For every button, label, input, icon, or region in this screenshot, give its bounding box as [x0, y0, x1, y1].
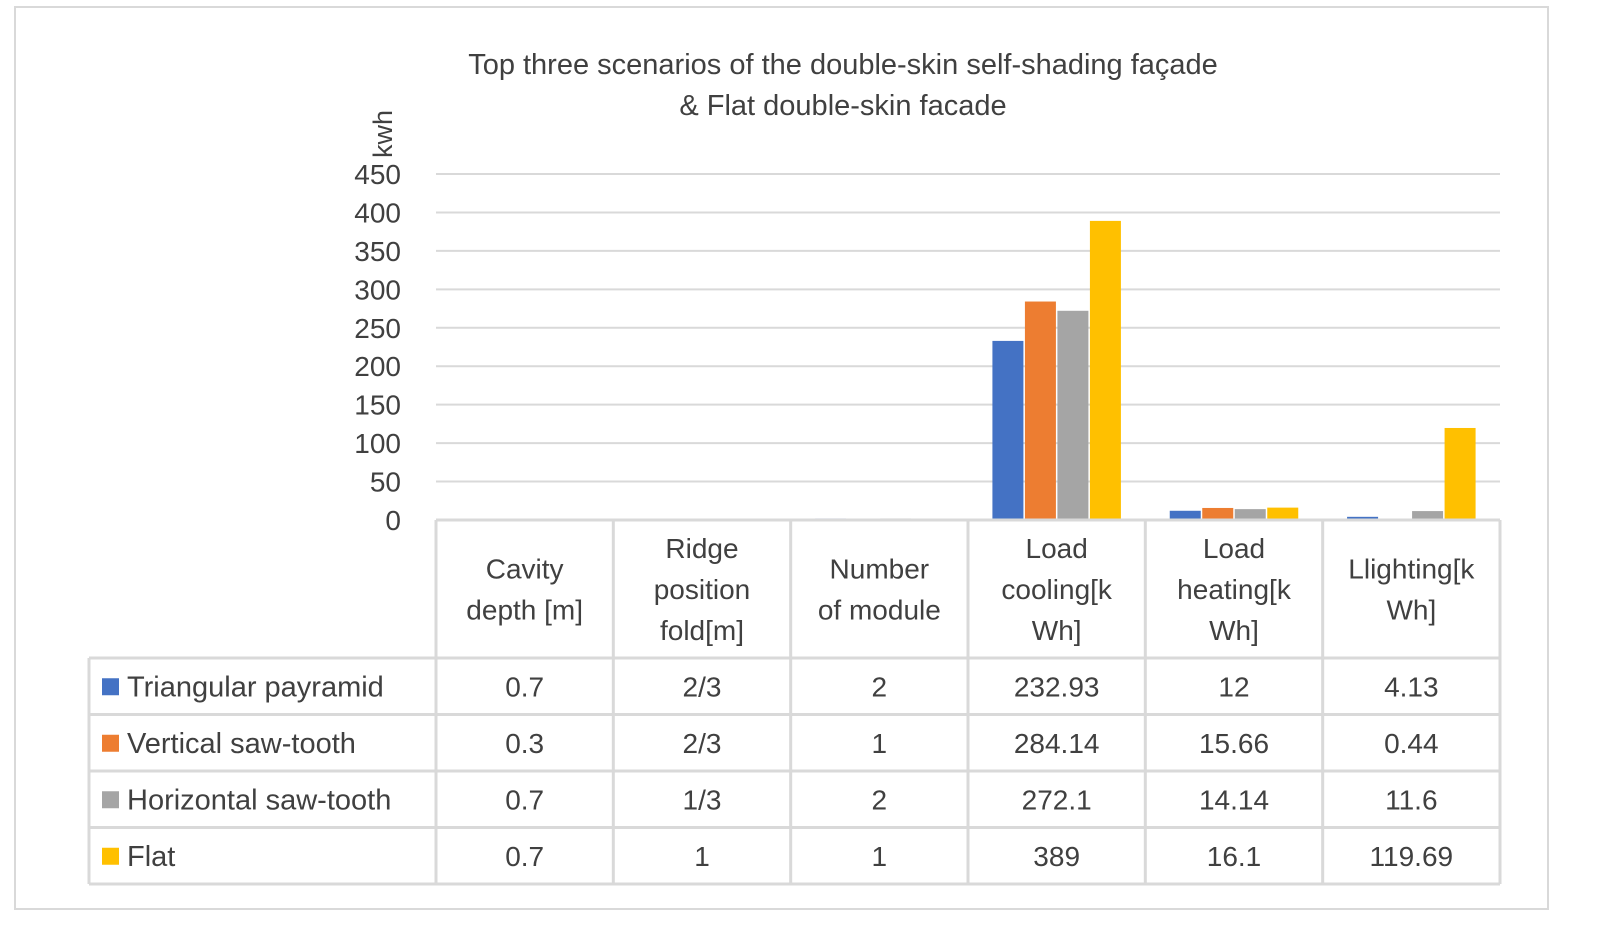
chart-frame: Top three scenarios of the double-skin s…: [14, 6, 1549, 910]
x-tick-label: Number: [830, 554, 930, 585]
y-axis-label: kwh: [368, 110, 398, 158]
legend-swatch: [102, 734, 119, 752]
x-tick-label: fold[m]: [660, 615, 744, 646]
data-label: 0.44: [1384, 728, 1439, 759]
x-tick-label: position: [654, 574, 751, 605]
data-label: 11.6: [1385, 784, 1437, 815]
gridlines: [436, 173, 1500, 483]
x-tick-label: Cavity: [486, 554, 564, 585]
x-tick-label: Load: [1026, 533, 1088, 564]
y-tick-label: 350: [354, 236, 401, 267]
bars: [460, 220, 1476, 520]
legend-swatch: [102, 678, 119, 696]
legend-label: Flat: [127, 841, 175, 873]
data-label: 0.3: [505, 728, 544, 759]
bar: [1057, 310, 1089, 520]
data-label: 1: [872, 841, 888, 872]
data-label: 1: [694, 841, 710, 872]
data-label: 0.7: [505, 784, 544, 815]
y-tick-label: 250: [354, 313, 401, 344]
y-tick-label: 150: [354, 390, 401, 421]
legend-label: Triangular payramid: [127, 671, 384, 703]
chart-title-line2: & Flat double-skin facade: [679, 90, 1006, 122]
x-tick-label: Ridge: [665, 533, 738, 564]
x-tick-label: of module: [818, 595, 941, 626]
x-tick-label: depth [m]: [466, 595, 583, 626]
bar: [1202, 507, 1234, 520]
data-label: 2/3: [683, 671, 722, 702]
x-tick-label: Llighting[k: [1348, 554, 1475, 585]
legend-label: Vertical saw-tooth: [127, 728, 356, 760]
bar: [1089, 220, 1121, 520]
x-tick-label: Load: [1203, 533, 1265, 564]
data-label: 389: [1033, 841, 1080, 872]
y-tick-label: 400: [354, 197, 401, 228]
y-tick-label: 200: [354, 351, 401, 382]
data-label: 0.7: [505, 841, 544, 872]
data-label: 232.93: [1014, 671, 1100, 702]
data-table: Cavity depth [m] Ridge position fold[m] Numbe…: [87, 518, 1502, 886]
legend-swatch: [102, 791, 119, 809]
x-tick-label: heating[k: [1177, 574, 1292, 605]
bar: [992, 340, 1024, 520]
data-label: 0.7: [505, 671, 544, 702]
data-label: 12: [1218, 671, 1249, 702]
data-label: 16.1: [1207, 841, 1262, 872]
data-label: 14.14: [1199, 784, 1269, 815]
data-label: 2/3: [683, 728, 722, 759]
bar: [1169, 510, 1201, 520]
x-tick-label: Wh]: [1209, 615, 1259, 646]
y-tick-label: 0: [385, 505, 401, 536]
data-label: 119.69: [1370, 841, 1454, 872]
bar: [1024, 301, 1056, 520]
data-label: 272.1: [1022, 784, 1092, 815]
x-tick-label: Wh]: [1032, 615, 1082, 646]
bar: [1444, 427, 1476, 520]
x-tick-label: cooling[k: [1001, 574, 1113, 605]
data-label: 2: [872, 784, 888, 815]
y-tick-label: 450: [354, 159, 401, 190]
bar: [1267, 507, 1299, 520]
bar: [1234, 509, 1266, 520]
bar: [1412, 511, 1444, 520]
data-label: 284.14: [1014, 728, 1100, 759]
bar: [1347, 516, 1379, 520]
data-label: 1: [872, 728, 888, 759]
x-tick-label: Wh]: [1386, 595, 1436, 626]
data-label: 2: [872, 671, 888, 702]
legend-swatch: [102, 847, 119, 865]
chart-title: Top three scenarios of the double-skin s…: [468, 49, 1218, 81]
data-label: 1/3: [683, 784, 722, 815]
data-label: 4.13: [1384, 671, 1439, 702]
legend-label: Horizontal saw-tooth: [127, 784, 391, 816]
y-tick-label: 300: [354, 274, 401, 305]
y-tick-label: 100: [354, 428, 401, 459]
y-tick-label: 50: [370, 467, 401, 498]
chart: Top three scenarios of the double-skin s…: [87, 49, 1502, 886]
data-label: 15.66: [1199, 728, 1269, 759]
y-ticks: 0 50 100 150 200 250 300 350 400 450: [354, 159, 401, 536]
